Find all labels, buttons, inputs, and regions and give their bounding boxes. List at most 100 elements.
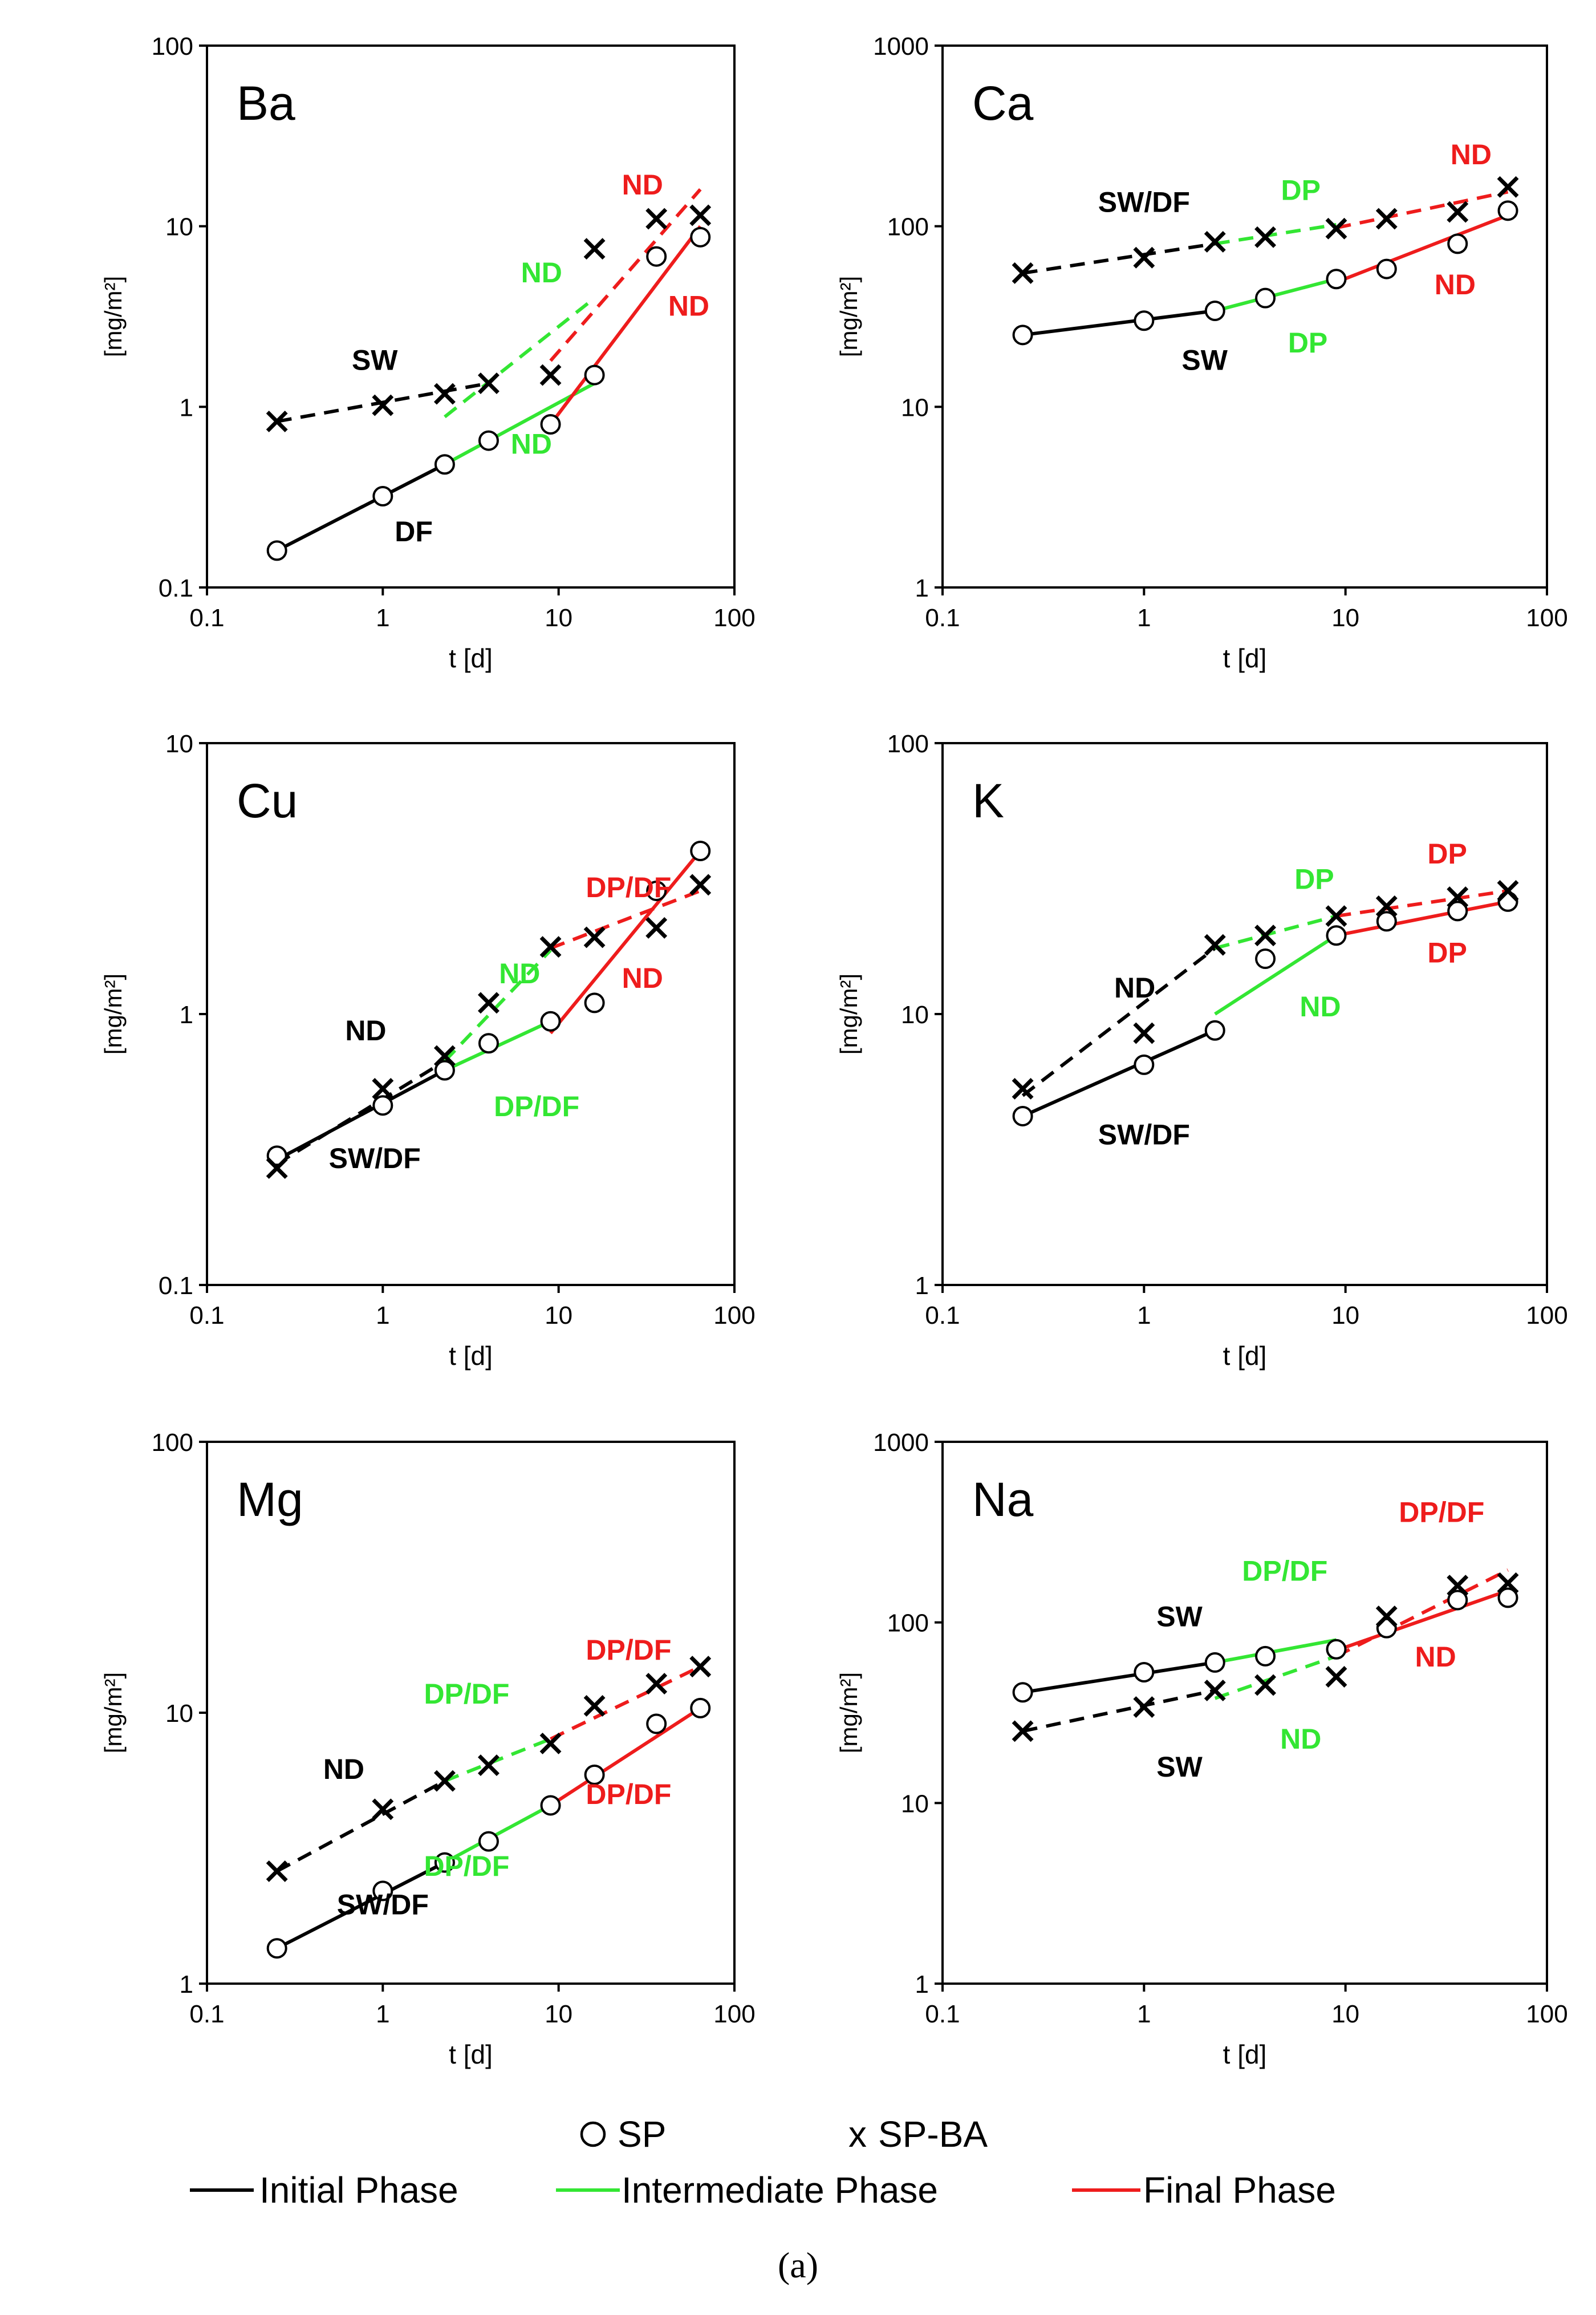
x-axis-label: t [d] xyxy=(1223,643,1267,673)
fit-line-sp-initial xyxy=(1022,1028,1216,1118)
data-point-sp-ba xyxy=(645,1673,668,1695)
fit-line-sp-ba-final xyxy=(1335,190,1509,230)
phase-annotation: SW/DF xyxy=(1098,187,1190,218)
data-point-sp xyxy=(1255,287,1276,309)
data-point-sp-ba xyxy=(1497,1572,1519,1594)
data-point-sp-ba xyxy=(689,204,712,226)
panel-title: Mg xyxy=(237,1473,303,1526)
fit-line-sp-ba-initial xyxy=(276,1060,446,1166)
data-point-sp-ba xyxy=(266,411,288,432)
y-tick-label: 10 xyxy=(901,1001,929,1029)
fit-line-sp-ba-intermediate xyxy=(1215,222,1337,246)
data-point-sp xyxy=(646,880,667,901)
fit-line-sp-ba-final xyxy=(550,889,701,950)
data-point-sp xyxy=(1376,258,1397,279)
y-axis-label: [mg/m²] xyxy=(100,974,127,1055)
data-point-sp xyxy=(372,486,393,507)
data-point-sp-ba xyxy=(1133,1022,1155,1044)
data-point-sp xyxy=(1497,200,1518,221)
data-point-sp-ba xyxy=(583,238,606,260)
y-tick-label: 1000 xyxy=(873,1429,929,1457)
panel-title: Ca xyxy=(972,76,1034,130)
data-point-sp-ba xyxy=(266,1860,288,1882)
panel-title: Ba xyxy=(237,76,295,130)
phase-annotation: DP xyxy=(1281,174,1321,206)
data-point-sp-ba xyxy=(433,1045,456,1067)
fit-line-sp-final xyxy=(1335,213,1509,284)
fit-line-sp-ba-intermediate xyxy=(444,297,596,419)
fit-line-sp-ba-initial xyxy=(277,382,489,423)
data-point-sp xyxy=(1447,1590,1468,1611)
phase-annotation: ND xyxy=(499,958,540,990)
data-point-sp xyxy=(1012,1682,1033,1703)
y-tick-label: 10 xyxy=(901,1790,929,1818)
data-point-sp xyxy=(1447,233,1468,254)
data-point-sp xyxy=(1134,1054,1155,1075)
data-point-sp xyxy=(1204,1020,1225,1041)
phase-annotation: DP/DF xyxy=(494,1090,579,1122)
phase-annotation: SW/DF xyxy=(1098,1119,1190,1151)
data-point-sp-ba xyxy=(1325,217,1347,240)
y-tick-label: 100 xyxy=(152,33,193,60)
data-point-sp xyxy=(372,1095,393,1116)
y-tick-label: 100 xyxy=(887,730,929,758)
fit-line-sp-ba-intermediate xyxy=(1214,1655,1337,1700)
x-axis-label: t [d] xyxy=(449,2040,493,2069)
fit-line-sp-intermediate xyxy=(1215,277,1337,313)
phase-annotation: DP xyxy=(1427,838,1467,870)
phase-annotation: DP/DF xyxy=(424,1850,509,1882)
data-point-sp xyxy=(1204,301,1225,322)
phase-annotation: ND xyxy=(1280,1723,1321,1755)
y-axis-label: [mg/m²] xyxy=(835,974,862,1055)
data-point-sp xyxy=(1134,1661,1155,1682)
fit-line-sp-final xyxy=(549,1706,701,1807)
data-point-sp-ba xyxy=(478,992,499,1014)
y-tick-label: 1 xyxy=(180,394,193,421)
phase-annotation: DP xyxy=(1288,327,1327,359)
x-axis-label: t [d] xyxy=(449,1341,493,1371)
data-point-sp-ba xyxy=(266,1157,288,1179)
y-tick-label: 10 xyxy=(165,1700,193,1728)
fit-line-sp-ba-final xyxy=(550,1665,701,1741)
data-point-sp xyxy=(540,414,561,435)
phase-annotation: ND xyxy=(521,257,562,289)
legend-initial-label: Initial Phase xyxy=(259,2170,458,2211)
data-point-sp xyxy=(584,1764,605,1785)
x-tick-label: 100 xyxy=(1526,2000,1567,2028)
data-point-sp xyxy=(1497,1587,1518,1608)
data-point-sp xyxy=(1134,310,1155,331)
phase-annotation: ND xyxy=(622,169,663,201)
legend: SP x SP-BA Initial Phase Intermediate Ph… xyxy=(190,2114,1336,2211)
data-point-sp xyxy=(584,992,605,1013)
fit-line-sp-initial xyxy=(276,1860,446,1950)
phase-annotation: ND xyxy=(1451,139,1492,171)
plot-area xyxy=(941,44,1548,589)
data-point-sp xyxy=(540,1011,561,1032)
x-tick-label: 10 xyxy=(545,1302,572,1329)
data-point-sp xyxy=(540,1795,561,1816)
data-point-sp xyxy=(478,430,499,451)
chart-panel-cu: 0.1 1 10 100 0.1 1 10 t [d] [mg/m²] Cu ND SW/DF ND DP… xyxy=(100,730,756,1371)
data-point-sp-ba xyxy=(372,1078,394,1100)
phase-annotation: DP/DF xyxy=(1399,1497,1484,1529)
data-point-sp-ba xyxy=(689,1656,712,1678)
data-point-sp-ba xyxy=(1497,880,1519,902)
data-point-sp xyxy=(266,1145,287,1166)
phase-annotation: DF xyxy=(395,516,433,548)
x-tick-label: 100 xyxy=(1526,604,1567,632)
fit-line-sp-initial xyxy=(1022,309,1216,337)
data-point-sp-ba xyxy=(1447,886,1469,909)
phase-annotation: ND xyxy=(345,1015,386,1047)
legend-sp-label: SP xyxy=(618,2114,666,2155)
data-point-sp-ba xyxy=(1375,1606,1398,1628)
data-point-sp-ba xyxy=(539,364,562,386)
fit-line-sp-intermediate xyxy=(1215,1638,1337,1664)
x-tick-label: 100 xyxy=(713,2000,755,2028)
x-axis-label: t [d] xyxy=(1223,2040,1267,2069)
x-tick-label: 100 xyxy=(1526,1302,1567,1329)
y-tick-label: 10 xyxy=(165,730,193,758)
x-tick-label: 1 xyxy=(376,2000,389,2028)
phase-annotation: SW xyxy=(1156,1601,1203,1633)
